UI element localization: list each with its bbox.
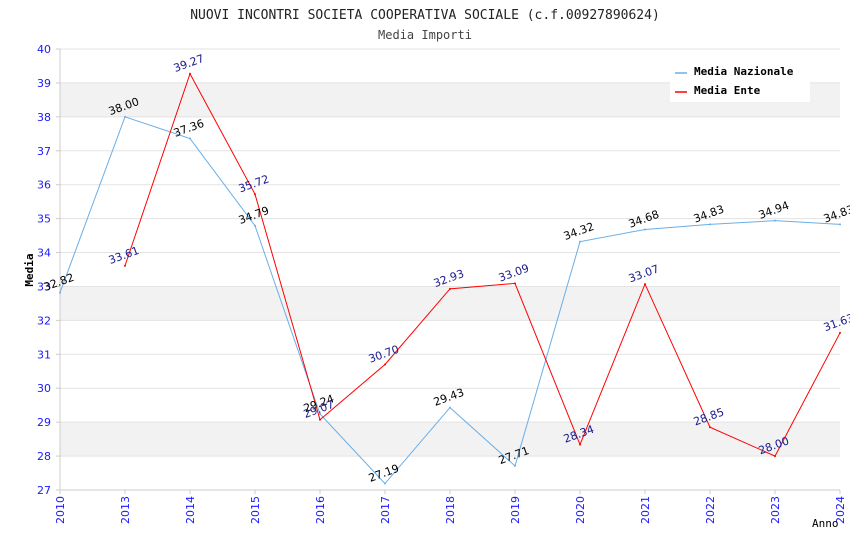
legend-background — [670, 60, 810, 102]
x-axis-label: Anno — [812, 517, 839, 530]
series-line-media-ente — [124, 72, 841, 457]
grid-band — [60, 422, 840, 457]
chart-title: NUOVI INCONTRI SOCIETA COOPERATIVA SOCIA… — [190, 8, 660, 23]
legend-label-media-nazionale: Media Nazionale — [694, 65, 794, 78]
grid-band — [60, 286, 840, 321]
x-tick-label: 2024 — [834, 496, 847, 524]
x-tick-label: 2013 — [119, 496, 132, 524]
y-tick-label: 32 — [37, 314, 51, 327]
y-tick-label: 37 — [37, 145, 51, 158]
x-tick-label: 2016 — [314, 496, 327, 524]
x-tick-label: 2022 — [704, 496, 717, 524]
y-tick-label: 36 — [37, 179, 51, 192]
data-point-media-ente — [774, 455, 776, 458]
data-label-media-ente: 39.27 — [172, 52, 206, 75]
x-tick-label: 2018 — [444, 496, 457, 524]
data-point-media-ente — [124, 264, 126, 267]
y-tick-label: 34 — [37, 247, 51, 260]
data-point-media-nazionale — [189, 137, 191, 140]
chart-subtitle: Media Importi — [378, 28, 472, 42]
y-tick-label: 38 — [37, 111, 51, 124]
data-label-media-nazionale: 37.36 — [172, 117, 206, 140]
x-axis-ticks: 2010 2013 2014 2015 2016 2017 2018 2019 2020 2021… — [54, 496, 847, 524]
y-tick-label: 31 — [37, 348, 51, 361]
y-tick-label: 33 — [37, 280, 51, 293]
y-tick-label: 30 — [37, 382, 51, 395]
data-point-media-nazionale — [254, 224, 256, 227]
data-point-media-ente — [449, 287, 451, 290]
data-point-media-nazionale — [449, 406, 451, 409]
data-point-media-nazionale — [59, 291, 61, 294]
data-label-media-ente: 33.09 — [497, 262, 531, 285]
data-point-media-ente — [709, 426, 711, 429]
x-tick-label: 2020 — [574, 496, 587, 524]
data-label-media-nazionale: 34.68 — [627, 208, 661, 231]
data-point-media-ente — [189, 72, 191, 75]
data-label-media-nazionale: 34.83 — [822, 203, 850, 226]
data-point-media-nazionale — [839, 223, 841, 226]
x-tick-label: 2021 — [639, 496, 652, 524]
y-axis-ticks: 27 28 29 30 31 32 33 34 35 36 37 38 39 40 — [37, 43, 51, 497]
data-label-media-ente: 30.70 — [367, 343, 401, 366]
data-point-media-nazionale — [319, 413, 321, 416]
data-point-media-nazionale — [644, 228, 646, 231]
data-point-media-nazionale — [384, 482, 386, 485]
data-point-media-ente — [839, 331, 841, 334]
x-tick-label: 2014 — [184, 496, 197, 524]
y-tick-label: 39 — [37, 77, 51, 90]
legend-label-media-ente: Media Ente — [694, 84, 761, 97]
data-label-media-ente: 33.07 — [627, 262, 661, 285]
data-point-media-nazionale — [579, 240, 581, 243]
data-label-media-nazionale: 34.83 — [692, 203, 726, 226]
y-tick-label: 29 — [37, 416, 51, 429]
data-point-media-nazionale — [124, 115, 126, 118]
x-tick-label: 2015 — [249, 496, 262, 524]
axes — [56, 48, 841, 494]
data-point-media-nazionale — [514, 464, 516, 467]
y-tick-label: 27 — [37, 484, 51, 497]
data-point-media-nazionale — [774, 219, 776, 222]
data-label-media-nazionale: 27.19 — [367, 462, 401, 485]
y-axis-label: Media — [23, 253, 36, 286]
x-tick-label: 2017 — [379, 496, 392, 524]
data-point-media-ente — [514, 282, 516, 285]
x-tick-label: 2010 — [54, 496, 67, 524]
data-point-media-ente — [254, 193, 256, 196]
data-label-media-nazionale: 29.43 — [432, 386, 466, 409]
y-tick-label: 28 — [37, 450, 51, 463]
y-tick-label: 35 — [37, 213, 51, 226]
data-label-media-ente: 33.61 — [107, 244, 141, 267]
x-tick-label: 2023 — [769, 496, 782, 524]
series-layer — [59, 72, 841, 485]
data-point-media-nazionale — [709, 223, 711, 226]
legend: Media Nazionale Media Ente — [670, 60, 810, 102]
data-point-media-ente — [319, 418, 321, 421]
data-point-media-ente — [644, 283, 646, 286]
data-point-media-ente — [579, 443, 581, 446]
x-tick-label: 2019 — [509, 496, 522, 524]
data-point-media-ente — [384, 363, 386, 366]
y-tick-label: 40 — [37, 43, 51, 56]
